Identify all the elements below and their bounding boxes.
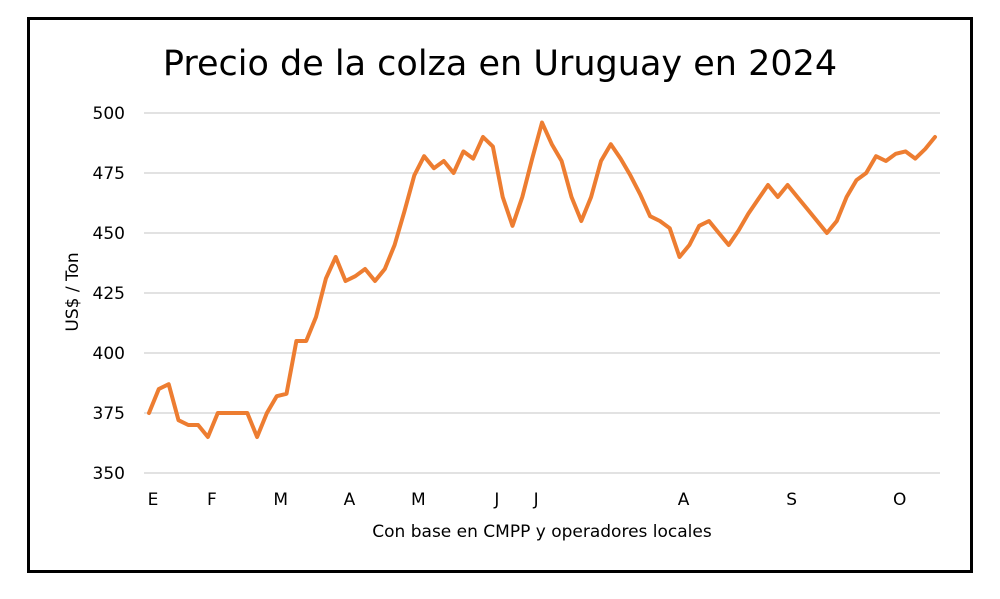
x-tick-label: J	[533, 490, 539, 510]
y-tick-label: 500	[93, 104, 125, 124]
y-tick-label: 350	[93, 464, 125, 484]
chart-frame	[27, 17, 973, 573]
y-tick-label: 400	[93, 344, 125, 364]
x-tick-label: A	[678, 490, 690, 510]
x-tick-label: F	[207, 490, 217, 510]
y-axis-label: US$ / Ton	[63, 252, 83, 331]
x-tick-label: O	[893, 490, 906, 510]
x-tick-label: E	[148, 490, 159, 510]
chart-title: Precio de la colza en Uruguay en 2024	[163, 44, 837, 84]
x-tick-label: A	[344, 490, 356, 510]
x-tick-label: M	[273, 490, 288, 510]
x-tick-label: M	[411, 490, 426, 510]
y-tick-label: 475	[93, 164, 125, 184]
x-axis-label: Con base en CMPP y operadores locales	[372, 522, 712, 542]
x-tick-label: S	[786, 490, 797, 510]
y-tick-label: 375	[93, 404, 125, 424]
y-tick-label: 450	[93, 224, 125, 244]
price-series-line	[147, 120, 937, 439]
y-tick-label: 425	[93, 284, 125, 304]
x-tick-label: J	[493, 490, 499, 510]
